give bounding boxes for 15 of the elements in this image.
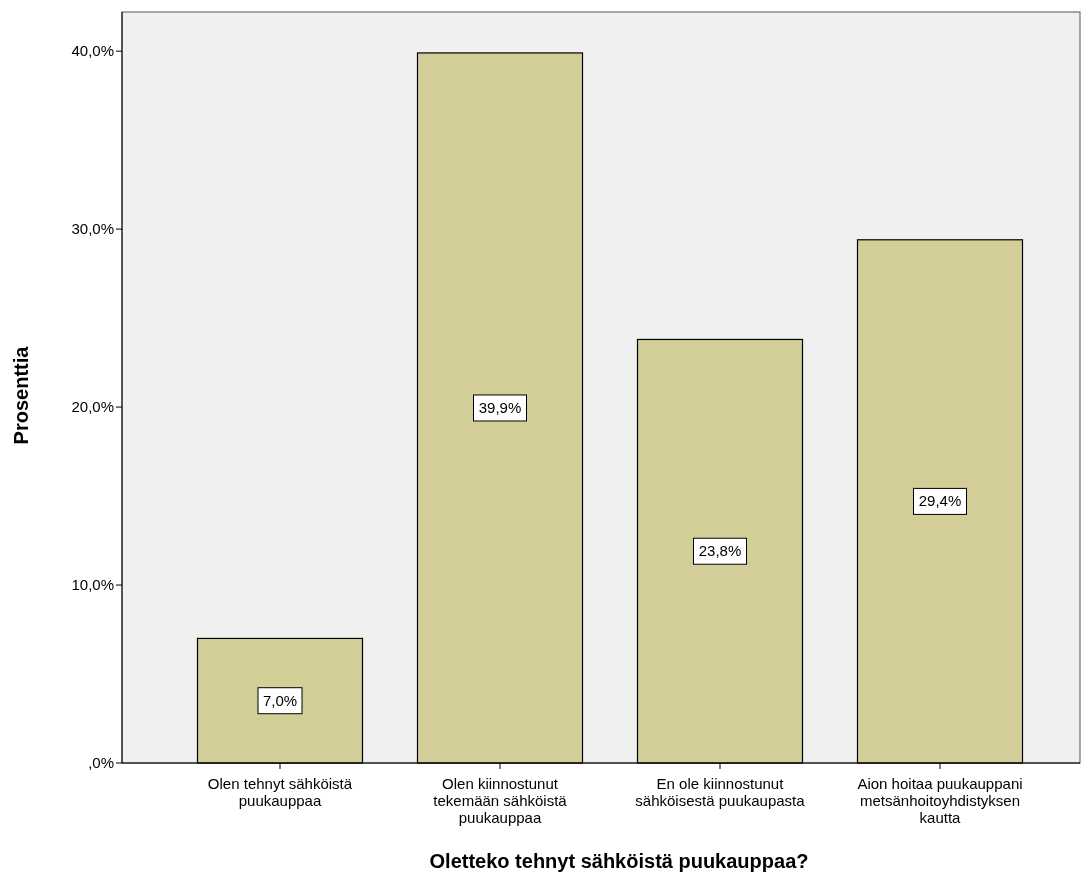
y-tick-label: ,0% — [88, 754, 114, 771]
y-tick-label: 40,0% — [71, 42, 114, 60]
data-label: 39,9% — [478, 398, 522, 416]
data-label: 29,4% — [918, 492, 962, 510]
data-label: 23,8% — [698, 542, 742, 560]
y-axis-title: Prosenttia — [10, 345, 32, 445]
x-tick-label: Olen kiinnostunut tekemään sähköistä puukauppaa — [433, 775, 568, 826]
data-label: 7,0% — [262, 691, 298, 709]
x-tick-label: Olen tehnyt sähköistä puukauppaa — [207, 775, 353, 809]
y-tick-label: 20,0% — [71, 398, 114, 416]
y-tick-label: 30,0% — [71, 220, 114, 238]
y-tick-label: 10,0% — [71, 576, 114, 594]
x-axis-title: Oletteko tehnyt sähköistä puukauppaa? — [429, 850, 809, 872]
x-tick-label: En ole kiinnostunut sähköisestä puukaupasta — [635, 775, 806, 809]
x-tick-label: Aion hoitaa puukauppani metsänhoitoyhdistyksen kautta — [857, 775, 1023, 826]
